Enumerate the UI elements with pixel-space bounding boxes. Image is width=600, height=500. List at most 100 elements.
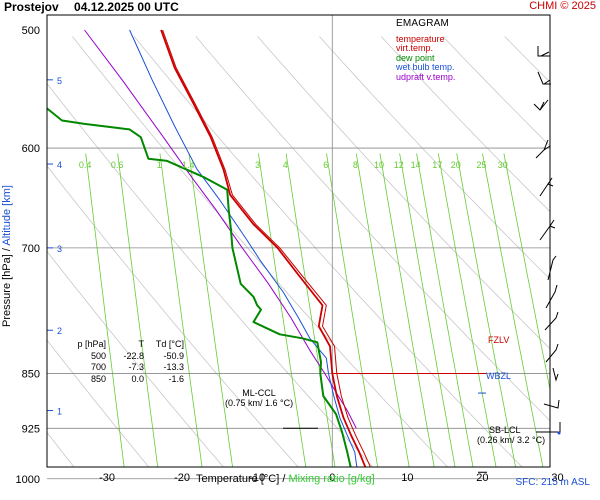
wind-barb [533, 99, 549, 111]
dry-adiabat [257, 36, 550, 350]
ml-ccl-detail: (0.75 km/ 1.6 °C) [225, 398, 294, 408]
legend-title: EMAGRAM [396, 18, 450, 29]
legend: EMAGRAM temperature virt.temp. dew point… [396, 19, 455, 83]
y-axis-title-pressure: Pressure [hPa] [0, 254, 13, 327]
x-tick-label: -10 [249, 472, 265, 484]
summary-table: p [hPa] T Td [°C] 500 -22.8 -50.9 700 -7… [76, 339, 184, 385]
wbzl-label: WBZL [486, 371, 512, 381]
x-tick-label: 30 [551, 472, 563, 484]
mixing-ratio-line [188, 153, 234, 467]
mixing-ratio-label: 0.4 [79, 160, 92, 170]
table-header-row: p [hPa] T Td [°C] [76, 339, 184, 351]
mixing-ratio-line [326, 153, 379, 467]
profile-series [47, 29, 371, 467]
legend-item-wet-bulb: wet bulb temp. [396, 62, 455, 73]
series-wet-bulb-temp [129, 29, 358, 467]
surface-elevation: SFC: 215 m ASL [515, 477, 590, 488]
fzlv-label: FZLV [488, 335, 510, 345]
dry-adiabat [47, 82, 374, 467]
altitude-tick-label: 5 [57, 76, 62, 86]
series-udpraft-v-temp [84, 29, 357, 429]
table-cell: 0.0 [131, 373, 144, 384]
table-row: 700 -7.3 -13.3 [76, 362, 184, 374]
x-tick-label: 0 [329, 472, 335, 484]
chart-title: Prostejov 04.12.2025 00 UTC [4, 0, 191, 14]
mixing-ratio-label: 20 [451, 160, 461, 170]
table-cell: 500 [90, 350, 106, 361]
mixing-ratio-label: 3 [255, 160, 260, 170]
y-axis-title: Pressure [hPa] / Altitude [km] [0, 185, 13, 327]
wind-barb-dot [557, 431, 561, 435]
table-header-t: T [138, 339, 145, 349]
pressure-tick-label: 600 [22, 143, 40, 155]
datetime: 04.12.2025 00 UTC [74, 0, 179, 14]
credit: CHMI © 2025 [529, 0, 596, 12]
y-axis-title-altitude: Altitude [km] [0, 185, 13, 246]
axis-labels: 0.4 0.6 1 1.4 3 4 6 8 10 12 14 17 20 25 30-30 -20 -10 0 10… [16, 25, 564, 486]
table-cell: -13.3 [163, 362, 184, 372]
dry-adiabat [47, 250, 224, 467]
mixing-ratio-line [117, 153, 159, 467]
wind-barb [552, 367, 559, 382]
mixing-ratio-line [285, 153, 336, 467]
wind-barb [545, 343, 559, 363]
mixing-ratio-label: 6 [323, 160, 328, 170]
altitude-tick-label: 4 [57, 160, 62, 170]
x-tick-label: 20 [476, 472, 488, 484]
dry-adiabats [47, 36, 550, 467]
dry-adiabat [380, 36, 550, 213]
mixing-ratio-label: 14 [411, 160, 421, 170]
dry-adiabat [47, 165, 299, 467]
mixing-ratio-line [159, 153, 203, 467]
table-cell: -50.9 [163, 350, 184, 361]
mixing-ratio-line [399, 153, 456, 467]
table-cell: 850 [90, 373, 106, 384]
mixing-ratio-label: 12 [394, 160, 404, 170]
table-cell: -1.6 [168, 373, 184, 384]
x-tick-label: 10 [401, 472, 413, 484]
ml-ccl-label: ML-CCL (0.75 km/ 1.6 °C) [225, 388, 293, 408]
legend-item-virt-temp: virt.temp. [396, 43, 434, 54]
series-dew-point [47, 107, 352, 467]
sb-lcl-name: SB-LCL [489, 425, 521, 435]
mixing-ratio-label: 1.4 [182, 160, 195, 170]
pressure-tick-label: 700 [22, 243, 40, 255]
level-markers [283, 373, 487, 473]
legend-item-dew-point: dew point [396, 52, 435, 63]
table-row: 850 0.0 -1.6 [76, 374, 184, 386]
plot-background [47, 15, 550, 467]
mixing-ratio-line [437, 153, 497, 467]
mixing-ratio-label: 8 [353, 160, 358, 170]
series-temperature [160, 29, 367, 467]
legend-item-updraft: udpraft v.temp. [396, 71, 456, 82]
mixing-ratio-line [258, 153, 307, 467]
mixing-ratio-label: 30 [498, 160, 508, 170]
series-virt-temp [162, 29, 371, 467]
mixing-ratio-line [85, 153, 125, 467]
dry-adiabat [72, 36, 449, 467]
x-tick-label: -20 [174, 472, 190, 484]
pressure-tick-label: 850 [22, 369, 40, 381]
dry-adiabat [195, 36, 550, 422]
table-cell: 700 [90, 362, 106, 372]
x-axis-title: Temperature [°C] / Mixing ratio [g/kg] [196, 473, 375, 485]
x-axis-title-mixing: Mixing ratio [g/kg] [288, 473, 375, 485]
wind-barb [543, 399, 560, 409]
mixing-ratio-label: 25 [476, 160, 486, 170]
mixing-ratio-line [379, 153, 435, 467]
station-name: Prostejov [4, 0, 59, 14]
mixing-ratio-line [456, 153, 517, 467]
plot-frame [46, 14, 551, 468]
wind-barb [537, 71, 551, 85]
mixing-ratio-line [416, 153, 474, 467]
dry-adiabat [47, 339, 150, 467]
altitude-tick-label: 2 [57, 326, 62, 336]
mixing-ratio-label: 4 [283, 160, 288, 170]
mixing-ratio-label: 0.6 [111, 160, 124, 170]
dry-adiabat [319, 36, 550, 280]
table-header-p: p [hPa] [77, 339, 106, 349]
pressure-tick-label: 1000 [16, 474, 40, 486]
mixing-ratio-line [503, 153, 550, 392]
mixing-ratio-lines [85, 153, 550, 467]
